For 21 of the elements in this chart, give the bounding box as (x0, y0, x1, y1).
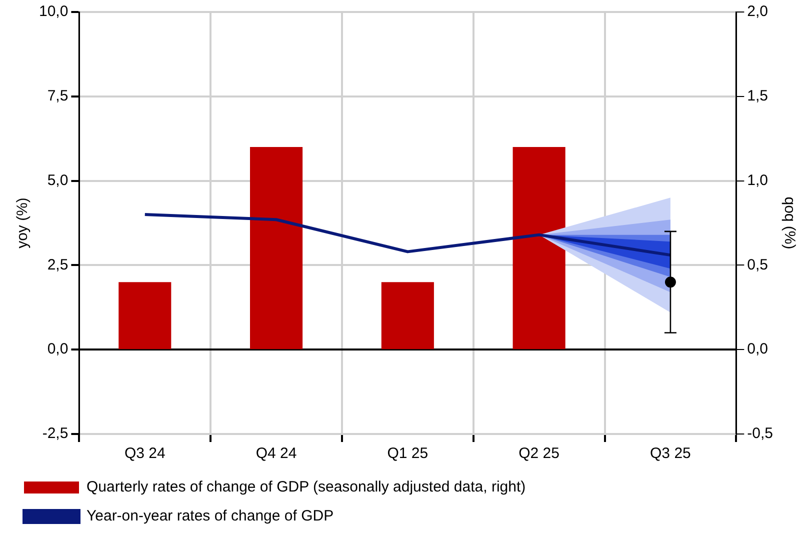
y2-tick-label: 2,0 (747, 3, 768, 20)
x-tick-label: Q4 24 (256, 445, 297, 462)
y-tick-label: 2,5 (47, 256, 68, 274)
legend-label: Quarterly rates of change of GDP (seasonally adjusted data, right) (86, 478, 526, 496)
y-tick-label: 0,0 (47, 340, 68, 358)
y2-axis-title: qoq (%) (780, 196, 798, 250)
x-tick-label: Q3 25 (650, 445, 691, 462)
y-tick-label: 5,0 (47, 172, 68, 189)
legend-label: Year-on-year rates of change of GDP (86, 508, 334, 525)
x-tick-label: Q1 25 (387, 445, 428, 462)
y2-tick-label: 0,5 (747, 256, 768, 274)
y2-tick-label: 1,0 (747, 172, 768, 189)
x-tick-label: Q2 25 (518, 445, 560, 462)
y2-tick-label: 0,0 (747, 340, 768, 358)
y-axis-title: yoy (%) (14, 198, 32, 248)
y-tick-label: 7,5 (47, 88, 68, 105)
y2-tick-label: 1,5 (747, 88, 768, 105)
y2-tick-label: -0,5 (747, 425, 774, 442)
y-tick-label: 10,0 (38, 3, 68, 20)
x-tick-label: Q3 24 (124, 445, 166, 462)
y-tick-label: -2,5 (42, 425, 68, 442)
